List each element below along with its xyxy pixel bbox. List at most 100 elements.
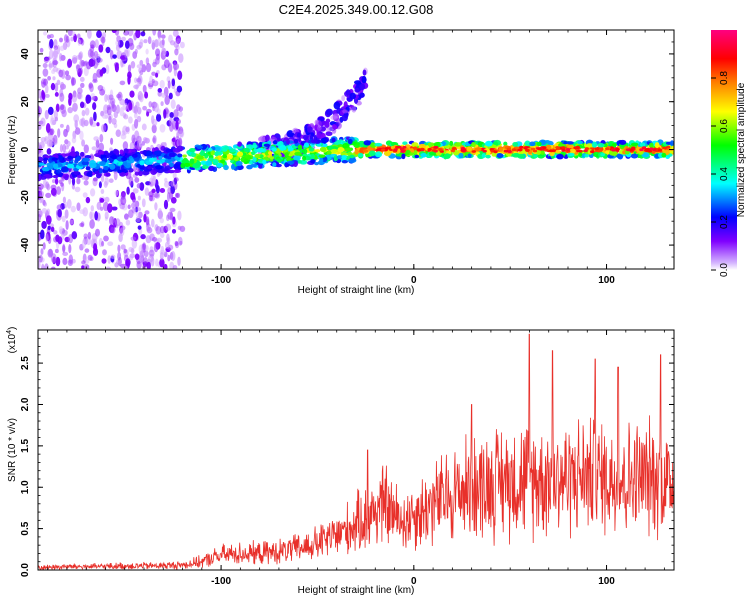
heatmap-cell <box>58 53 63 62</box>
heatmap-cell <box>155 72 159 78</box>
heatmap-cell <box>49 128 55 136</box>
heatmap-cell <box>155 48 161 57</box>
heatmap-cell <box>551 149 556 153</box>
heatmap-cell <box>151 39 156 50</box>
heatmap-cell <box>176 131 180 139</box>
heatmap-cell <box>458 152 464 159</box>
heatmap-cell <box>617 153 624 160</box>
heatmap-cell <box>52 60 59 66</box>
heatmap-cell <box>105 64 110 75</box>
heatmap-cell <box>517 148 522 152</box>
heatmap-cell <box>169 162 174 168</box>
y-tick-label: 0 <box>20 146 31 152</box>
heatmap-cell <box>47 225 51 231</box>
heatmap-cell <box>97 57 103 63</box>
heatmap-cell <box>131 238 138 249</box>
heatmap-cell <box>611 142 617 147</box>
heatmap-cell <box>577 140 583 145</box>
heatmap-cell <box>96 122 100 127</box>
heatmap-cell <box>380 148 386 152</box>
heatmap-cell <box>301 148 308 154</box>
heatmap-cell <box>258 141 263 148</box>
heatmap-panel: -100 0 100 -40 -20 0 20 40 Height of straight … <box>7 29 675 296</box>
heatmap-cell <box>113 170 118 181</box>
heatmap-cell <box>119 172 126 177</box>
heatmap-cell <box>168 92 173 100</box>
heatmap-cell <box>233 156 239 161</box>
heatmap-cell <box>400 150 405 153</box>
heatmap-cell <box>107 241 114 247</box>
heatmap-cell <box>569 148 576 154</box>
heatmap-cell <box>600 152 606 157</box>
heatmap-cell <box>302 134 309 141</box>
colorbar-tick-label: 0.4 <box>719 167 730 181</box>
heatmap-cell <box>586 143 594 148</box>
heatmap-cell <box>155 258 159 267</box>
heatmap-cell <box>199 150 205 156</box>
heatmap-cell <box>76 92 82 100</box>
heatmap-cell <box>172 120 176 130</box>
heatmap-cell <box>71 231 78 240</box>
heatmap-cell <box>45 233 49 242</box>
heatmap-cell <box>143 256 148 264</box>
heatmap-cell <box>648 142 654 149</box>
heatmap-cell <box>432 149 437 152</box>
heatmap-cell <box>511 148 516 152</box>
heatmap-cell <box>189 158 195 165</box>
heatmap-cell <box>297 159 302 164</box>
heatmap-cell <box>52 163 59 170</box>
heatmap-cell <box>158 155 163 160</box>
heatmap-cell <box>167 211 174 220</box>
x-tick-label: -100 <box>211 275 231 286</box>
heatmap-cell <box>611 148 616 152</box>
heatmap-cell <box>106 106 112 116</box>
heatmap-cell <box>42 157 49 161</box>
heatmap-cell <box>145 216 150 226</box>
heatmap-cell <box>166 233 170 243</box>
heatmap-cell <box>122 141 129 151</box>
heatmap-cell <box>51 179 56 184</box>
heatmap-cell <box>316 125 322 131</box>
heatmap-cell <box>45 123 51 133</box>
heatmap-cell <box>225 153 233 160</box>
heatmap-cell <box>139 250 145 258</box>
heatmap-cell <box>50 114 54 122</box>
heatmap-cell <box>286 156 291 161</box>
heatmap-cell <box>556 153 564 160</box>
heatmap-cell <box>481 153 486 159</box>
heatmap-cell <box>173 109 179 119</box>
heatmap-cell <box>153 242 159 253</box>
colorbar-gradient <box>711 30 737 270</box>
heatmap-cell <box>170 99 176 110</box>
heatmap-cell <box>369 142 377 148</box>
heatmap-cell <box>402 141 408 146</box>
heatmap-cell <box>83 263 89 269</box>
heatmap-cell <box>108 178 114 183</box>
heatmap-cell <box>340 152 348 157</box>
heatmap-cell <box>117 251 122 261</box>
heatmap-cell <box>336 155 344 160</box>
heatmap-cell <box>53 45 59 51</box>
heatmap-cell <box>341 155 347 160</box>
heatmap-cell <box>188 147 196 153</box>
heatmap-cell <box>147 36 152 45</box>
heatmap-cell <box>155 164 163 170</box>
heatmap-cell <box>139 92 144 103</box>
heatmap-cell <box>166 191 171 202</box>
heatmap-cell <box>136 183 142 189</box>
heatmap-cell <box>73 170 79 176</box>
heatmap-cell <box>89 211 93 220</box>
heatmap-cell <box>135 211 140 217</box>
heatmap-cell <box>139 70 144 76</box>
y-tick-label: 40 <box>20 48 31 60</box>
heatmap-cell <box>120 244 126 250</box>
heatmap-cell <box>172 264 178 269</box>
heatmap-cell <box>142 242 147 251</box>
heatmap-cell <box>561 146 566 149</box>
snr-x-axis-label: Height of straight line (km) <box>298 585 415 596</box>
heatmap-cell <box>554 150 562 154</box>
heatmap-cell <box>584 153 589 158</box>
heatmap-cell <box>263 143 271 147</box>
heatmap-cell <box>454 142 462 147</box>
heatmap-cell <box>54 248 59 254</box>
